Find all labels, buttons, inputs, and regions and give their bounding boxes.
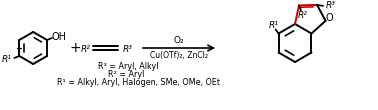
Text: O: O	[326, 13, 333, 23]
Text: R¹ = Alkyl, Aryl, Halogen, SMe, OMe, OEt: R¹ = Alkyl, Aryl, Halogen, SMe, OMe, OEt	[57, 78, 220, 86]
Text: +: +	[69, 41, 81, 55]
Text: R² = Aryl: R² = Aryl	[108, 70, 144, 79]
Text: R³: R³	[123, 45, 133, 53]
Text: R¹: R¹	[2, 54, 11, 63]
Text: R¹: R¹	[269, 21, 279, 30]
Text: OH: OH	[51, 32, 67, 42]
Text: R³ = Aryl, Alkyl: R³ = Aryl, Alkyl	[98, 61, 158, 71]
Text: Cu(OTf)₂, ZnCl₂: Cu(OTf)₂, ZnCl₂	[150, 50, 208, 60]
Text: R²: R²	[81, 45, 91, 53]
Text: R²: R²	[298, 11, 308, 20]
Text: R³: R³	[326, 1, 336, 10]
Text: O₂: O₂	[174, 36, 184, 45]
